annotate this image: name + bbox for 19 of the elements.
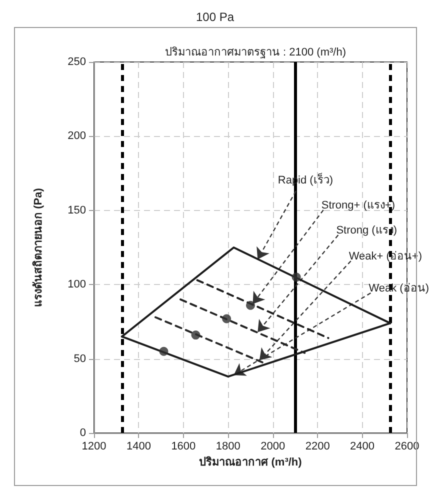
x-axis-title: ปริมาณอากาศ (m³/h)	[199, 456, 302, 468]
x-tick-label: 2400	[350, 440, 375, 452]
y-tick-label: 50	[74, 352, 86, 365]
chart-subtitle: ปริมาณอากาศมาตรฐาน : 2100 (m³/h)	[164, 46, 346, 58]
y-tick-label: 200	[68, 130, 86, 142]
y-tick-label: 0	[80, 427, 86, 439]
x-tick-label: 2000	[260, 440, 286, 452]
x-tick-label: 1600	[171, 440, 196, 452]
y-axis-title: แรงดันสถิตภายนอก (Pa)	[32, 188, 44, 307]
x-tick-label: 2200	[305, 440, 330, 452]
x-tick-label: 1200	[82, 440, 106, 452]
annotation: Strong+ (แรง+)	[321, 200, 395, 212]
x-tick-label: 1400	[126, 440, 151, 452]
x-tick-label: 1800	[216, 440, 240, 452]
chart-title: 100 Pa	[196, 10, 234, 24]
y-tick-label: 250	[68, 56, 86, 68]
y-tick-label: 150	[68, 204, 86, 216]
x-tick-label: 2600	[394, 440, 420, 452]
y-tick-label: 100	[68, 278, 86, 291]
